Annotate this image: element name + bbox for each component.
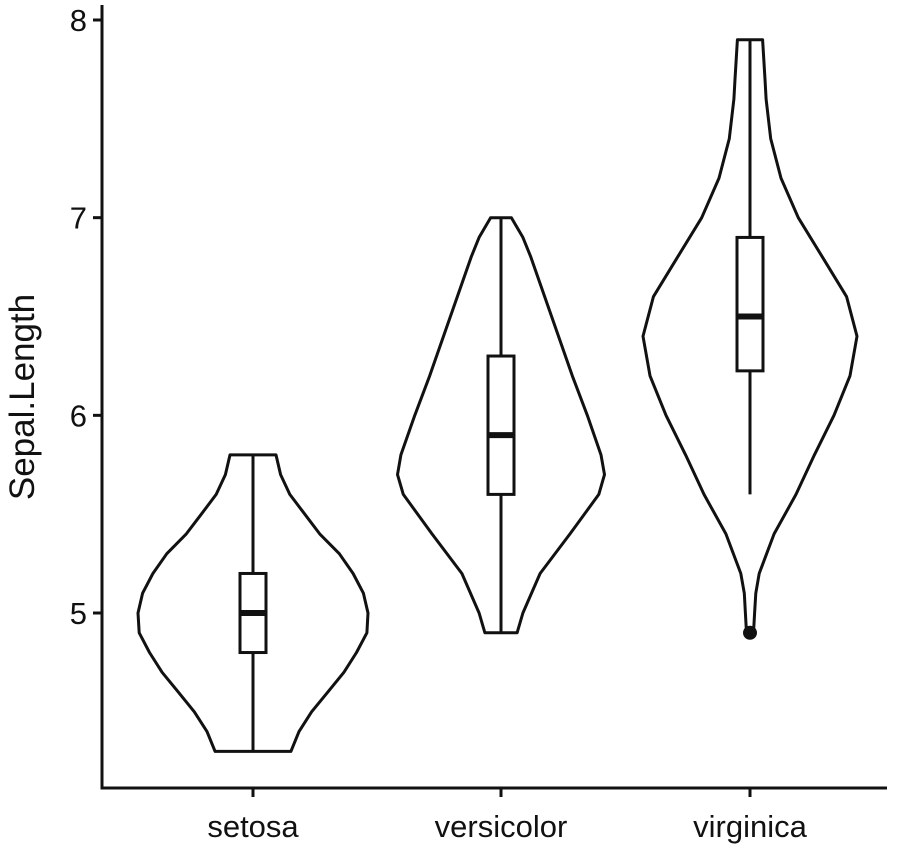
x-ticks: setosa versicolor virginica xyxy=(207,788,808,844)
y-tick-label-5: 5 xyxy=(70,596,87,631)
y-axis-label: Sepal.Length xyxy=(3,294,42,500)
box-versicolor xyxy=(486,354,516,496)
axes xyxy=(100,5,887,790)
y-ticks: 5 6 7 8 xyxy=(70,3,102,631)
y-tick-label-7: 7 xyxy=(70,201,87,236)
violin-group-setosa xyxy=(136,453,370,753)
y-tick-label-6: 6 xyxy=(70,398,87,433)
plot-area xyxy=(136,38,859,753)
outlier-point-virginica xyxy=(743,625,757,640)
x-tick-label-virginica: virginica xyxy=(693,809,807,844)
y-tick-label-8: 8 xyxy=(70,3,87,38)
x-tick-label-setosa: setosa xyxy=(207,809,299,844)
violin-group-virginica xyxy=(641,38,859,640)
violin-group-versicolor xyxy=(396,216,606,635)
box-virginica xyxy=(735,235,765,373)
x-tick-label-versicolor: versicolor xyxy=(435,809,568,844)
